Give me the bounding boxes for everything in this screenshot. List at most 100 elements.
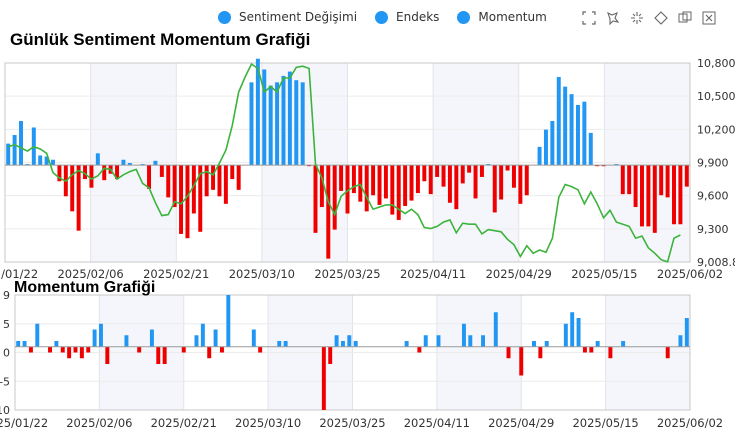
bar-positive: [287, 71, 292, 166]
bar-positive: [25, 164, 30, 166]
bar-negative: [328, 346, 333, 364]
x-tick-label: 2025/03/10: [229, 267, 295, 281]
bar-positive: [153, 160, 158, 166]
bar-positive: [95, 153, 100, 166]
bar-positive: [12, 135, 17, 166]
bar-positive: [38, 155, 43, 166]
bar-negative: [115, 165, 120, 180]
legend-dot-icon: [375, 10, 389, 24]
restore-icon[interactable]: [630, 11, 644, 25]
bar-negative: [185, 165, 190, 239]
bar-negative: [506, 346, 511, 359]
bar-negative: [511, 165, 516, 188]
bar-negative: [313, 165, 318, 233]
bar-negative: [223, 165, 228, 204]
x-tick-label: 2025/06/02: [657, 267, 723, 281]
bar-negative: [377, 165, 382, 205]
bar-negative: [499, 165, 504, 200]
bar-positive: [194, 335, 199, 347]
bar-negative: [172, 165, 177, 208]
bar-negative: [57, 165, 62, 182]
bar-positive: [684, 318, 689, 347]
bar-positive: [294, 80, 299, 166]
chart-title-momentum: Momentum Grafiği: [14, 279, 156, 296]
x-tick-label: 2025/03/25: [314, 267, 380, 281]
bar-negative: [633, 165, 638, 208]
bar-positive: [404, 341, 409, 347]
clear-icon[interactable]: [702, 11, 716, 25]
bar-positive: [614, 164, 619, 166]
bar-negative: [230, 165, 235, 180]
bar-positive: [423, 335, 428, 347]
bar-negative: [162, 346, 167, 364]
legend-item-endeks[interactable]: Endeks: [375, 10, 439, 24]
x-tick-label: 2025/04/11: [404, 416, 470, 430]
bar-negative: [608, 346, 613, 359]
x-tick-label: 2025/06/02: [657, 416, 723, 430]
bar-positive: [98, 323, 103, 347]
data-view-icon[interactable]: [678, 11, 692, 25]
y-tick-label: 10,200: [697, 123, 735, 136]
bar-negative: [204, 165, 209, 197]
bar-negative: [441, 165, 446, 187]
bar-negative: [166, 165, 171, 198]
bar-positive: [621, 341, 626, 347]
bar-negative: [207, 346, 212, 359]
bar-positive: [92, 329, 97, 347]
bar-negative: [198, 165, 203, 232]
bar-negative: [505, 165, 510, 171]
x-tick-label: 2025/04/11: [400, 267, 466, 281]
bar-negative: [473, 165, 478, 199]
bar-positive: [268, 85, 273, 166]
x-tick-label: 2025/02/21: [151, 416, 217, 430]
y-tick-label: 9: [3, 289, 10, 302]
legend-item-sentiment[interactable]: Sentiment Değişimi: [218, 10, 357, 24]
bar-negative: [147, 165, 152, 189]
bar-negative: [396, 165, 401, 220]
x-tick-label: 2025/02/21: [143, 267, 209, 281]
bar-negative: [156, 346, 161, 364]
chart-title-main: Günlük Sentiment Momentum Grafiği: [10, 30, 311, 49]
bar-negative: [492, 165, 497, 213]
bar-negative: [417, 346, 422, 353]
bar-positive: [537, 146, 542, 166]
legend-dot-icon: [218, 10, 231, 24]
bar-negative: [137, 346, 142, 353]
bar-negative: [467, 165, 472, 173]
bar-negative: [307, 165, 312, 167]
bar-negative: [428, 165, 433, 195]
bar-negative: [219, 346, 224, 353]
bar-negative: [48, 346, 52, 353]
bar-negative: [620, 165, 625, 195]
bar-positive: [249, 82, 254, 166]
momentum-line: [7, 62, 681, 263]
bar-negative: [191, 165, 196, 214]
bar-negative: [518, 165, 523, 204]
bar-positive: [334, 335, 339, 347]
brush-icon[interactable]: [606, 11, 620, 25]
legend-item-momentum[interactable]: Momentum: [457, 10, 547, 24]
x-tick-label: 2025/02/06: [66, 416, 132, 430]
bar-negative: [454, 165, 459, 210]
bar-negative: [159, 165, 164, 177]
select-icon[interactable]: [654, 11, 668, 25]
bar-negative: [319, 165, 324, 208]
bar-positive: [51, 159, 55, 166]
bar-positive: [124, 335, 129, 347]
bar-negative: [86, 346, 91, 353]
x-tick-label: 2025/03/10: [235, 416, 301, 430]
bar-positive: [486, 164, 491, 166]
bar-positive: [35, 323, 40, 347]
bar-positive: [595, 341, 600, 347]
zoom-icon[interactable]: [582, 11, 596, 25]
y-tick-label: 9,008.8: [697, 256, 735, 269]
bar-negative: [358, 165, 363, 202]
bar-positive: [569, 94, 574, 166]
bar-negative: [321, 346, 326, 410]
bar-negative: [179, 165, 184, 234]
y-tick-label: 5: [3, 318, 10, 331]
x-tick-label: 2025/03/25: [319, 416, 385, 430]
bar-positive: [556, 76, 561, 166]
bar-negative: [60, 346, 65, 353]
bar-negative: [589, 346, 594, 353]
